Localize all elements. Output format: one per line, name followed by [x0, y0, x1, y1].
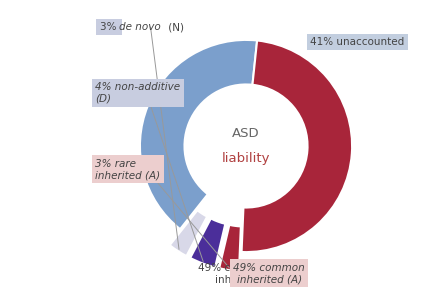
Text: 41% unaccounted: 41% unaccounted [310, 37, 404, 47]
Text: ASD: ASD [232, 127, 259, 140]
Wedge shape [140, 40, 257, 229]
Wedge shape [219, 225, 240, 271]
Wedge shape [170, 210, 207, 256]
Text: liability: liability [221, 152, 270, 165]
Text: 49% common
inherited (A): 49% common inherited (A) [233, 263, 304, 284]
Wedge shape [241, 41, 351, 252]
Text: (N): (N) [165, 22, 184, 32]
Text: 4% non-additive
(D): 4% non-additive (D) [95, 82, 180, 104]
Text: de novo: de novo [118, 22, 160, 32]
Text: 3%: 3% [99, 22, 119, 32]
Text: 3% rare
inherited (A): 3% rare inherited (A) [95, 159, 160, 180]
Text: 49% common
inherited (: 49% common inherited ( [197, 263, 269, 284]
Wedge shape [190, 218, 225, 267]
